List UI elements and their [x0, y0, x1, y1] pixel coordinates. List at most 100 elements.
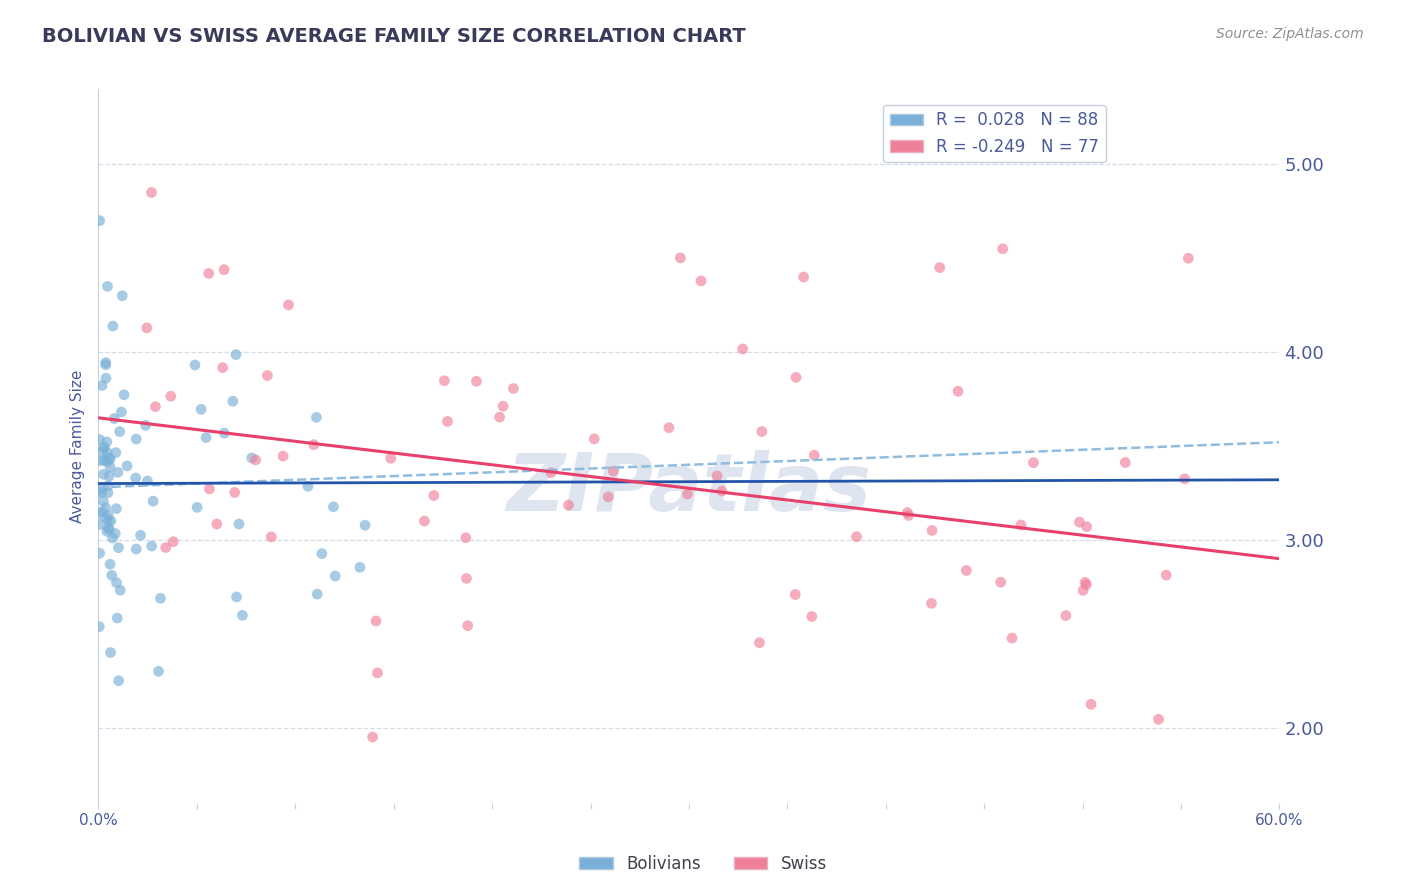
Point [423, 488, 446, 502]
Point [111, 289, 134, 303]
Point [107, 673, 129, 688]
Point [94, 500, 117, 515]
Point [101, 568, 124, 582]
Point [162, 534, 184, 549]
Point [104, 526, 127, 541]
Point [557, 498, 579, 512]
Point [1076, 519, 1098, 533]
Point [110, 583, 132, 598]
Text: ZIPatlas: ZIPatlas [506, 450, 872, 528]
Text: BOLIVIAN VS SWISS AVERAGE FAMILY SIZE CORRELATION CHART: BOLIVIAN VS SWISS AVERAGE FAMILY SIZE CO… [42, 27, 747, 45]
Point [896, 506, 918, 520]
Point [91, 505, 114, 519]
Point [90, 453, 112, 467]
Point [105, 501, 128, 516]
Point [98, 450, 121, 465]
Point [112, 388, 135, 402]
Point [96, 454, 118, 468]
Point [413, 514, 436, 528]
Point [256, 368, 278, 383]
Point [488, 410, 510, 425]
Point [96, 524, 118, 539]
Point [91, 445, 114, 459]
Point [598, 490, 620, 504]
Point [198, 482, 221, 496]
Point [97, 508, 120, 523]
Point [94, 358, 117, 372]
Point [897, 508, 920, 523]
Point [87, 506, 110, 520]
Point [457, 618, 479, 632]
Point [98, 558, 121, 572]
Point [710, 483, 733, 498]
Point [135, 321, 157, 335]
Point [129, 528, 152, 542]
Point [800, 609, 823, 624]
Point [271, 449, 294, 463]
Point [93, 453, 115, 467]
Point [1054, 608, 1077, 623]
Point [1010, 518, 1032, 533]
Point [928, 260, 950, 275]
Point [94, 511, 117, 525]
Point [845, 530, 868, 544]
Point [184, 358, 207, 372]
Point [1001, 631, 1024, 645]
Point [1154, 568, 1177, 582]
Point [751, 425, 773, 439]
Point [125, 432, 148, 446]
Point [361, 730, 384, 744]
Point [731, 342, 754, 356]
Point [97, 513, 120, 527]
Point [991, 242, 1014, 256]
Point [322, 500, 344, 514]
Point [1022, 456, 1045, 470]
Point [1074, 575, 1097, 590]
Point [195, 431, 218, 445]
Point [305, 410, 328, 425]
Point [380, 451, 402, 466]
Point [228, 517, 250, 532]
Point [87, 484, 110, 499]
Point [231, 608, 253, 623]
Point [98, 523, 121, 537]
Point [96, 434, 118, 449]
Point [91, 481, 114, 495]
Point [785, 370, 807, 384]
Point [212, 262, 235, 277]
Point [920, 596, 942, 610]
Point [98, 452, 121, 467]
Point [240, 450, 263, 465]
Point [990, 575, 1012, 590]
Point [277, 298, 299, 312]
Point [1071, 583, 1094, 598]
Point [748, 635, 770, 649]
Point [1114, 455, 1136, 469]
Point [803, 448, 825, 462]
Legend: Bolivians, Swiss: Bolivians, Swiss [572, 848, 834, 880]
Point [90, 485, 112, 500]
Point [1177, 251, 1199, 265]
Point [540, 466, 562, 480]
Y-axis label: Average Family Size: Average Family Size [69, 369, 84, 523]
Legend: R =  0.028   N = 88, R = -0.249   N = 77: R = 0.028 N = 88, R = -0.249 N = 77 [883, 104, 1105, 162]
Point [302, 438, 325, 452]
Point [89, 619, 111, 633]
Point [142, 494, 165, 508]
Point [104, 445, 127, 459]
Point [89, 546, 111, 560]
Point [125, 471, 148, 485]
Point [354, 518, 377, 533]
Point [105, 611, 128, 625]
Point [91, 378, 114, 392]
Point [101, 531, 124, 545]
Point [197, 267, 219, 281]
Point [323, 569, 346, 583]
Point [260, 530, 283, 544]
Point [89, 517, 111, 532]
Point [676, 487, 699, 501]
Point [105, 575, 128, 590]
Point [110, 405, 132, 419]
Point [93, 441, 115, 455]
Point [97, 485, 120, 500]
